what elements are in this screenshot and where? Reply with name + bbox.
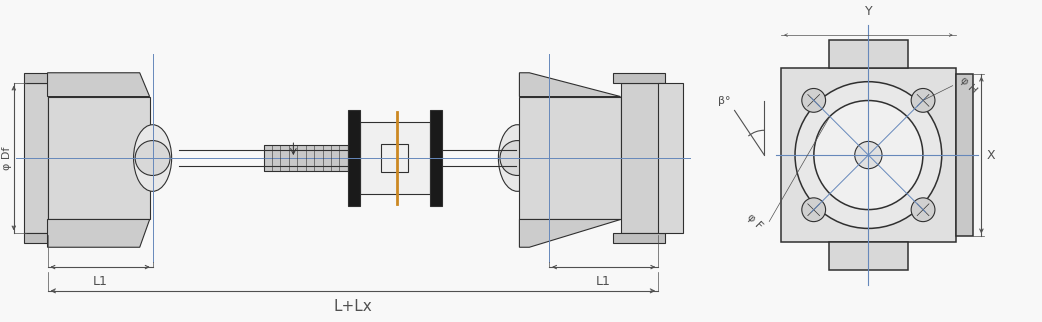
- Text: L+Lx: L+Lx: [333, 299, 372, 314]
- Circle shape: [814, 100, 923, 210]
- Text: φ F: φ F: [745, 212, 764, 231]
- Bar: [613, 233, 665, 243]
- Bar: [659, 83, 683, 233]
- Ellipse shape: [133, 125, 172, 191]
- Polygon shape: [519, 73, 621, 97]
- Bar: [24, 233, 55, 243]
- Polygon shape: [519, 220, 621, 247]
- Bar: [264, 145, 348, 171]
- Polygon shape: [48, 73, 150, 97]
- Bar: [519, 97, 621, 220]
- Circle shape: [801, 89, 825, 112]
- Ellipse shape: [498, 125, 537, 191]
- Text: φ H: φ H: [958, 75, 978, 96]
- Polygon shape: [48, 220, 150, 247]
- Bar: [956, 74, 973, 236]
- Text: β°: β°: [718, 96, 730, 106]
- Circle shape: [500, 141, 535, 175]
- Circle shape: [135, 141, 170, 175]
- Bar: [613, 73, 665, 83]
- Circle shape: [911, 89, 935, 112]
- Text: φ Df: φ Df: [2, 146, 11, 170]
- Circle shape: [801, 198, 825, 222]
- Bar: [48, 97, 150, 220]
- Text: Y: Y: [865, 5, 872, 18]
- Bar: [359, 122, 430, 194]
- Bar: [828, 242, 908, 270]
- Text: L1: L1: [596, 275, 611, 288]
- Bar: [380, 144, 408, 172]
- Bar: [348, 110, 359, 206]
- Text: X: X: [987, 148, 995, 162]
- Circle shape: [795, 82, 942, 228]
- Bar: [24, 73, 55, 83]
- Bar: [828, 40, 908, 68]
- Bar: [782, 68, 956, 242]
- Text: L1: L1: [93, 275, 107, 288]
- Circle shape: [911, 198, 935, 222]
- Bar: [621, 83, 661, 233]
- Bar: [430, 110, 442, 206]
- Circle shape: [854, 141, 882, 169]
- Bar: [24, 83, 48, 233]
